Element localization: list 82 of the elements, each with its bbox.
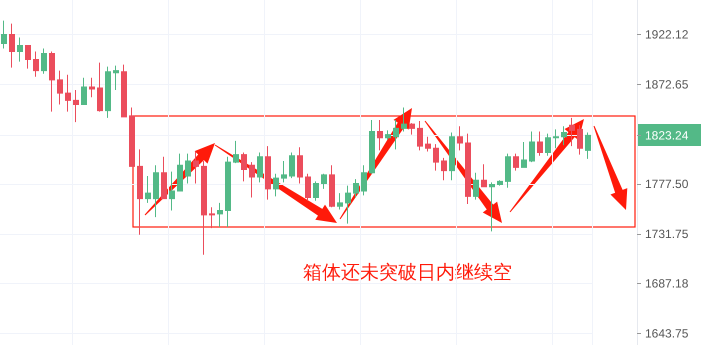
- candlestick: [409, 122, 415, 136]
- candlestick: [353, 178, 359, 198]
- candlestick: [585, 132, 591, 160]
- candlestick: [153, 164, 159, 218]
- candlestick: [17, 37, 23, 62]
- candlestick: [137, 148, 143, 236]
- candlestick: [65, 74, 71, 112]
- y-tick-label: 1777.50: [645, 177, 689, 191]
- candlestick: [105, 66, 111, 118]
- candlestick: [89, 77, 95, 98]
- y-tick-label: 1922.12: [645, 27, 689, 42]
- candlestick: [193, 150, 199, 184]
- candlestick: [513, 153, 519, 172]
- candlestick: [25, 44, 31, 70]
- candlestick: [529, 130, 535, 163]
- candlestick: [401, 107, 407, 132]
- candlestick: [297, 146, 303, 184]
- y-tick-label: 1823.24: [645, 128, 689, 142]
- candlestick: [393, 119, 399, 150]
- candlestick: [425, 136, 431, 152]
- candlestick: [273, 173, 279, 197]
- candlestick: [57, 70, 63, 105]
- candlestick: [521, 141, 527, 168]
- candlestick: [73, 90, 79, 123]
- candlestick: [225, 156, 231, 228]
- candlestick: [465, 133, 471, 205]
- candlestick: [553, 128, 559, 149]
- candlestick: [113, 65, 119, 91]
- y-tick-label: 1872.65: [645, 77, 689, 92]
- candlestick: [185, 153, 191, 184]
- y-tick-label: 1731.75: [645, 226, 689, 241]
- candlestick: [169, 171, 175, 212]
- candlestick: [545, 133, 551, 156]
- candlestick: [233, 140, 239, 164]
- candlestick: [289, 152, 295, 179]
- candlestick: [209, 206, 215, 229]
- candlestick: [265, 146, 271, 200]
- candlestick: [481, 164, 487, 188]
- candlestick: [281, 160, 287, 183]
- candlestick: [433, 144, 439, 172]
- candlestick: [321, 173, 327, 190]
- y-tick-label: 1687.18: [645, 276, 689, 291]
- y-tick-label: 1643.75: [645, 326, 689, 341]
- candlestick: [49, 51, 55, 112]
- candlestick: [305, 173, 311, 202]
- candlestick: [489, 182, 495, 232]
- candlestick: [145, 175, 151, 204]
- candlestick: [257, 152, 263, 183]
- candlestick: [505, 153, 511, 188]
- candlestick: [537, 130, 543, 156]
- candlestick: [41, 48, 47, 74]
- annotation: 箱体还未突破日内继续空: [303, 262, 512, 284]
- candlestick: [473, 172, 479, 200]
- candlestick: [161, 156, 167, 200]
- candlestick: [81, 77, 87, 105]
- candlestick: [337, 192, 343, 210]
- candlestick: [121, 64, 127, 118]
- candlestick: [177, 153, 183, 192]
- candlestick: [345, 185, 351, 224]
- candlestick: [313, 180, 319, 202]
- candlestick: [577, 124, 583, 156]
- candlestick: [217, 202, 223, 228]
- candlestick: [449, 132, 455, 181]
- candlestick: [569, 117, 575, 147]
- candlestick: [385, 130, 391, 140]
- candlestick: [329, 164, 335, 208]
- candlestick: [417, 120, 423, 151]
- candlestick: [9, 23, 15, 68]
- candlestick: [201, 160, 207, 256]
- candlestick: [129, 107, 135, 167]
- candlestick: [561, 126, 567, 146]
- candlestick: [441, 157, 447, 181]
- candlestick: [249, 162, 255, 198]
- candlestick: [97, 62, 103, 112]
- candlestick: [369, 119, 375, 174]
- candlestick: [497, 180, 503, 186]
- candlestick: [241, 152, 247, 182]
- candlestick: [361, 164, 367, 196]
- candlestick: [377, 119, 383, 151]
- candlestick: [33, 51, 39, 78]
- candlestick: [1, 20, 7, 49]
- candlestick: [457, 126, 463, 151]
